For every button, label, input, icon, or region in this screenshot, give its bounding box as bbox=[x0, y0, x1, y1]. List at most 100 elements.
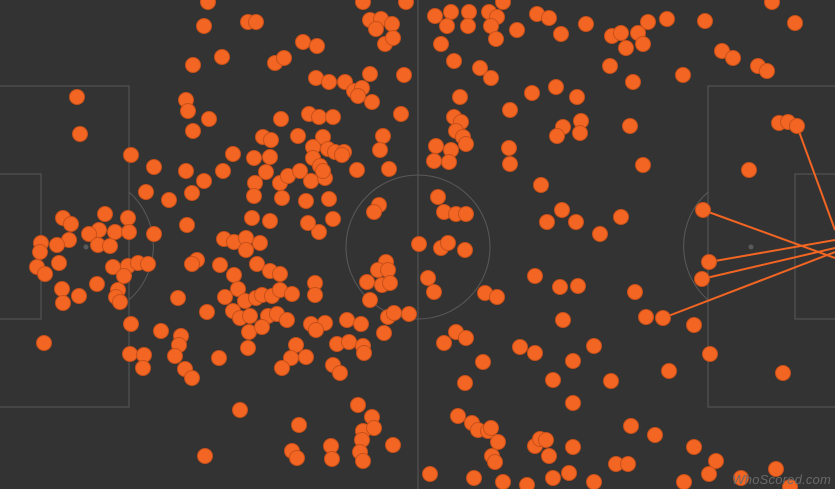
touch-point bbox=[295, 34, 311, 50]
pass-line bbox=[662, 251, 835, 319]
touch-point bbox=[725, 50, 741, 66]
touch-point bbox=[458, 136, 474, 152]
touch-point bbox=[512, 339, 528, 355]
touch-point bbox=[502, 156, 518, 172]
touch-point bbox=[138, 184, 154, 200]
touch-point bbox=[694, 271, 710, 287]
touch-point bbox=[495, 474, 511, 489]
touch-point bbox=[396, 67, 412, 83]
centre-circle bbox=[345, 174, 491, 320]
touch-point bbox=[102, 238, 118, 254]
touch-point bbox=[325, 109, 341, 125]
touch-point bbox=[686, 439, 702, 455]
touch-point bbox=[539, 214, 555, 230]
touch-point bbox=[122, 346, 138, 362]
touch-point bbox=[782, 479, 798, 489]
left-penalty-spot bbox=[83, 244, 89, 250]
touch-point bbox=[242, 308, 258, 324]
touch-point bbox=[262, 213, 278, 229]
touch-point bbox=[376, 325, 392, 341]
pass-lines bbox=[662, 125, 835, 319]
touch-point bbox=[244, 210, 260, 226]
touch-point bbox=[292, 163, 308, 179]
touch-point bbox=[298, 349, 314, 365]
touch-point bbox=[184, 256, 200, 272]
touch-point bbox=[613, 209, 629, 225]
touch-point bbox=[446, 53, 462, 69]
touch-point bbox=[36, 335, 52, 351]
touch-point bbox=[789, 118, 805, 134]
touch-point bbox=[353, 316, 369, 332]
touch-point bbox=[430, 189, 446, 205]
touch-point bbox=[262, 149, 278, 165]
touch-point bbox=[324, 451, 340, 467]
touch-point bbox=[428, 138, 444, 154]
touch-point bbox=[63, 216, 79, 232]
touch-point bbox=[274, 190, 290, 206]
touch-point bbox=[701, 254, 717, 270]
touch-point bbox=[298, 193, 314, 209]
touch-point bbox=[460, 18, 476, 34]
touch-point bbox=[364, 94, 380, 110]
touch-point bbox=[291, 417, 307, 433]
touch-point bbox=[426, 153, 442, 169]
touch-point bbox=[32, 244, 48, 260]
touch-point bbox=[116, 268, 132, 284]
touch-point bbox=[81, 226, 97, 242]
touch-point bbox=[741, 162, 757, 178]
touch-point bbox=[572, 125, 588, 141]
touch-point bbox=[549, 128, 565, 144]
touch-point bbox=[180, 103, 196, 119]
touch-point bbox=[787, 15, 803, 31]
touch-point bbox=[697, 13, 713, 29]
touch-point bbox=[384, 16, 400, 32]
touch-point bbox=[37, 266, 53, 282]
touch-point bbox=[170, 290, 186, 306]
touch-point bbox=[120, 210, 136, 226]
touch-point bbox=[592, 226, 608, 242]
touch-point bbox=[475, 354, 491, 370]
touch-point bbox=[167, 348, 183, 364]
touch-point bbox=[356, 345, 372, 361]
touch-point bbox=[321, 191, 337, 207]
touch-point bbox=[258, 164, 274, 180]
touch-point bbox=[489, 289, 505, 305]
touch-point bbox=[161, 192, 177, 208]
touch-point bbox=[441, 154, 457, 170]
touch-point bbox=[334, 147, 350, 163]
touch-point bbox=[623, 418, 639, 434]
touch-point bbox=[146, 159, 162, 175]
touch-point bbox=[533, 177, 549, 193]
touch-point bbox=[123, 316, 139, 332]
touch-point bbox=[272, 266, 288, 282]
touch-point bbox=[457, 375, 473, 391]
touch-point bbox=[311, 109, 327, 125]
touch-point bbox=[393, 106, 409, 122]
touch-point bbox=[555, 312, 571, 328]
touch-point bbox=[246, 150, 262, 166]
touch-points bbox=[29, 0, 805, 489]
touch-point bbox=[308, 322, 324, 338]
touch-point bbox=[284, 286, 300, 302]
touch-point bbox=[458, 330, 474, 346]
touch-point bbox=[153, 323, 169, 339]
touch-point bbox=[248, 14, 264, 30]
right-penalty-area bbox=[707, 85, 835, 408]
touch-point bbox=[647, 427, 663, 443]
touch-point bbox=[541, 10, 557, 26]
touch-point bbox=[290, 128, 306, 144]
touch-point bbox=[501, 140, 517, 156]
touch-point bbox=[249, 256, 265, 272]
touch-point bbox=[341, 334, 357, 350]
touch-point bbox=[300, 215, 316, 231]
right-penalty-spot bbox=[748, 244, 754, 250]
touch-point bbox=[695, 202, 711, 218]
touch-point bbox=[184, 370, 200, 386]
touch-point bbox=[385, 30, 401, 46]
touch-point bbox=[433, 36, 449, 52]
touch-point bbox=[733, 470, 749, 486]
touch-point bbox=[613, 25, 629, 41]
touch-point bbox=[452, 89, 468, 105]
touch-point bbox=[420, 270, 436, 286]
